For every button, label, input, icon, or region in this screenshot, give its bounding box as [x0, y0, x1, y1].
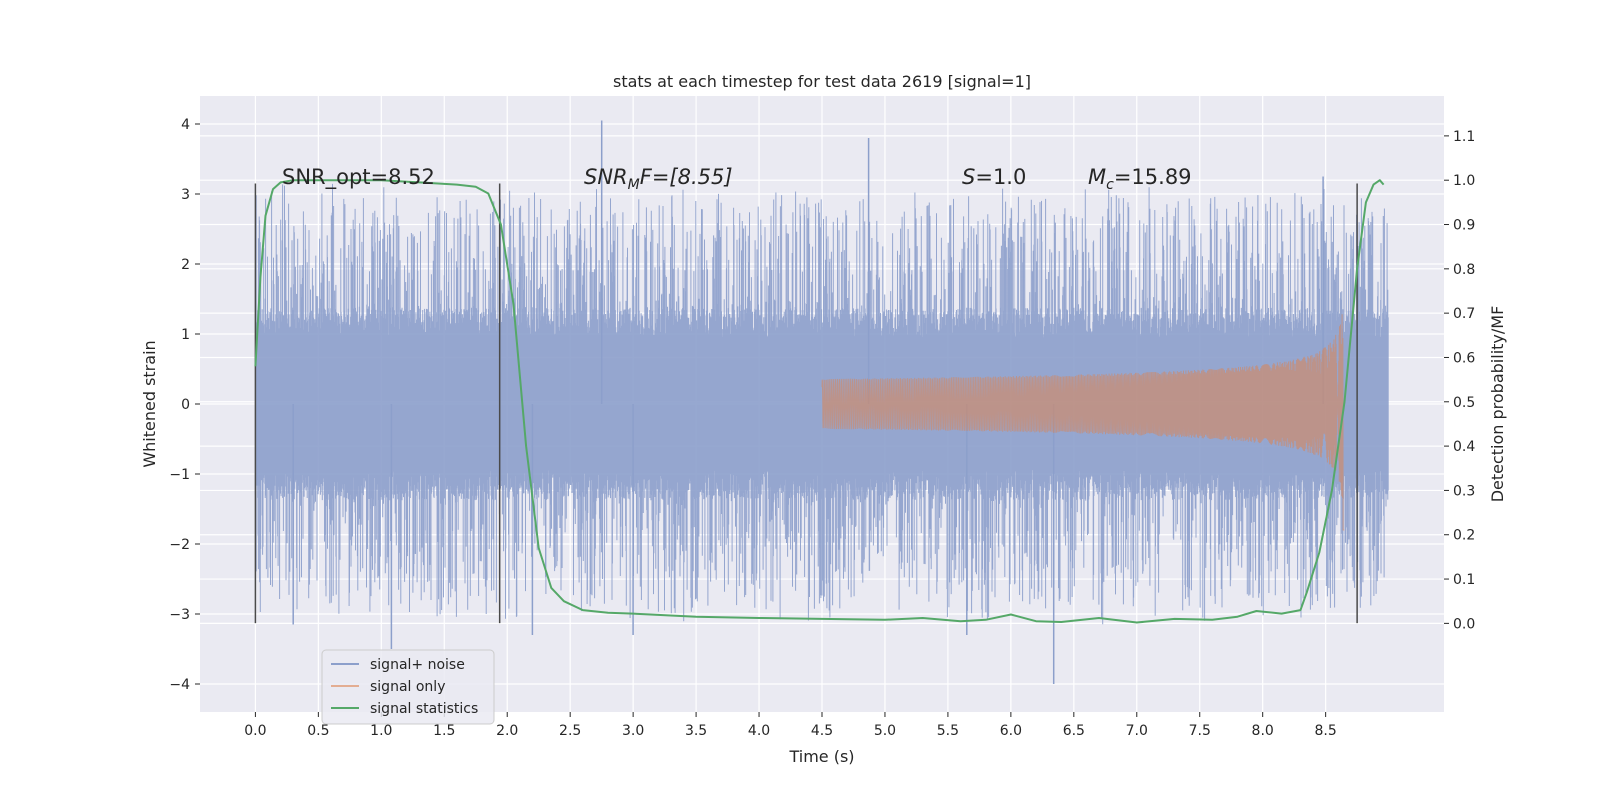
x-tick-label: 8.0: [1252, 723, 1274, 739]
y-tick-label: 1: [181, 327, 190, 343]
x-tick-label: 8.5: [1315, 723, 1337, 739]
y-tick-label: 3: [181, 187, 190, 203]
x-tick-label: 3.0: [622, 723, 644, 739]
vertical-markers: [254, 183, 1358, 624]
x-tick-label: 4.0: [748, 723, 770, 739]
y2-tick-label: 0.5: [1453, 395, 1475, 411]
y2-axis-label: Detection probability/MF: [1488, 306, 1507, 503]
signal-chirp: [821, 314, 1345, 531]
y2-tick-label: 0.0: [1453, 616, 1475, 632]
y2-tick-label: 0.8: [1453, 262, 1475, 278]
annotation-mc-sub: c: [1106, 177, 1114, 193]
legend-box: [321, 649, 495, 725]
x-tick-label: 2.5: [559, 723, 581, 739]
y2-tick-label: 0.4: [1453, 439, 1475, 455]
y2-tick-label: 0.6: [1453, 350, 1475, 366]
x-tick-label: 7.0: [1126, 723, 1148, 739]
annotation-mc-value: =15.89: [1114, 165, 1192, 189]
x-axis-label: Time (s): [788, 747, 854, 766]
x-tick-label: 6.0: [1000, 723, 1022, 739]
legend-label-noise: signal+ noise: [370, 657, 465, 673]
y-tick-label: 4: [181, 117, 190, 133]
x-tick-label: 1.5: [433, 723, 455, 739]
x-tick-label: 5.5: [937, 723, 959, 739]
y-tick-label: −3: [169, 607, 190, 623]
chart-title: stats at each timestep for test data 261…: [613, 72, 1031, 91]
annotation-mc: Mc=15.89: [1088, 165, 1192, 193]
x-tick-label: 2.0: [496, 723, 518, 739]
y2-axis-ticks: 1.1 1.0 0.9 0.8 0.7 0.6 0.5 0.4 0.3 0.2 0.1 0.0: [1444, 129, 1475, 632]
y2-tick-label: 0.3: [1453, 483, 1475, 499]
x-tick-label: 1.0: [370, 723, 392, 739]
y2-tick-label: 0.1: [1453, 572, 1475, 588]
annotation-snr-opt: SNR_opt=8.52: [282, 165, 435, 190]
y-tick-label: 0: [181, 397, 190, 413]
y2-tick-label: 1.1: [1453, 129, 1475, 145]
signal-statistics-series: [254, 179, 1385, 624]
x-tick-label: 4.5: [811, 723, 833, 739]
annotation-s-value: =1.0: [975, 165, 1026, 189]
annotation-snr-mf: SNRMF=[8.55]: [584, 165, 733, 193]
y-tick-label: −4: [169, 677, 190, 693]
annotation-snr-mf-sub: M: [628, 177, 640, 193]
y2-tick-label: 0.9: [1453, 218, 1475, 234]
legend-label-statistics: signal statistics: [370, 701, 478, 717]
legend: signal+ noise signal only signal statist…: [321, 649, 495, 725]
x-tick-label: 3.5: [685, 723, 707, 739]
statistics-line: [254, 179, 1385, 624]
y-tick-label: −2: [169, 537, 190, 553]
annotation-snr-mf-tail: F=[8.55]: [640, 165, 733, 189]
x-tick-label: 0.5: [307, 723, 329, 739]
y-tick-label: −1: [169, 467, 190, 483]
annotation-mc-symbol: M: [1088, 165, 1106, 189]
signal-only-series: [821, 314, 1345, 531]
x-axis-ticks: 0.0 0.5 1.0 1.5 2.0 2.5 3.0 3.5 4.0 4.5 5.0 5.5 6.0 6…: [244, 712, 1337, 739]
y2-tick-label: 1.0: [1453, 173, 1475, 189]
annotation-s: S=1.0: [962, 165, 1026, 189]
y-axis-ticks: 4 3 2 1 0 −1 −2 −3 −4: [169, 117, 200, 693]
y-tick-label: 2: [181, 257, 190, 273]
x-tick-label: 7.5: [1189, 723, 1211, 739]
y2-tick-label: 0.2: [1453, 528, 1475, 544]
annotation-snr-mf-main: SNR: [584, 165, 628, 189]
x-tick-label: 0.0: [244, 723, 266, 739]
annotation-s-symbol: S: [962, 165, 975, 189]
x-tick-label: 5.0: [874, 723, 896, 739]
x-tick-label: 6.5: [1063, 723, 1085, 739]
y-axis-label: Whitened strain: [140, 340, 159, 467]
noise-spikes: [292, 120, 1324, 684]
y2-tick-label: 0.7: [1453, 306, 1475, 322]
legend-label-signal: signal only: [370, 679, 445, 695]
